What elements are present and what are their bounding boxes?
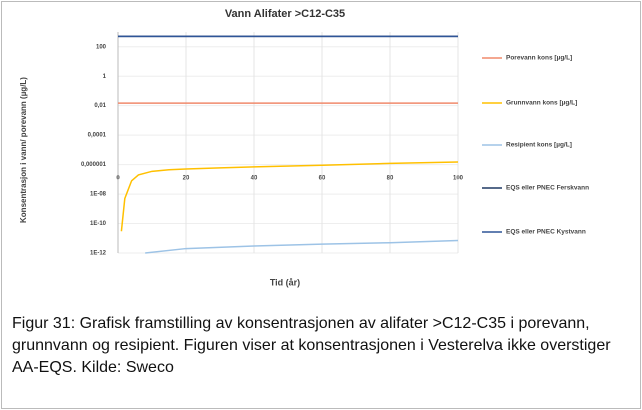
- legend-label: Grunnvann kons [µg/L]: [506, 100, 577, 107]
- legend-label: Resipient kons [µg/L]: [506, 142, 572, 149]
- y-tick-label: 1E-10: [90, 221, 107, 227]
- caption: Figur 31: Grafisk framstilling av konsen…: [12, 315, 611, 376]
- y-tick-label: 1E-12: [90, 251, 107, 257]
- y-tick-label: 1: [103, 74, 107, 80]
- y-axis-title: Konsentrasjon i vann/ porevann (µg/L): [19, 77, 28, 223]
- x-axis-title: Tid (år): [270, 277, 300, 287]
- chart: Vann Alifater >C12-C35 Tid (år) Konsentr…: [19, 8, 589, 287]
- chart-title: Vann Alifater >C12-C35: [225, 8, 345, 20]
- legend-label: Porevann kons [µg/L]: [506, 55, 572, 62]
- y-tick-label: 0,0001: [88, 133, 107, 139]
- y-tick-label: 0,01: [94, 103, 106, 109]
- legend-label: EQS eller PNEC Kystvann: [506, 229, 586, 236]
- y-tick-label: 100: [96, 44, 107, 50]
- legend-label: EQS eller PNEC Ferskvann: [506, 185, 589, 192]
- y-tick-label: 0,000001: [81, 162, 107, 168]
- series-line: [120, 161, 459, 232]
- y-tick-label: 1E-08: [90, 192, 107, 198]
- series-line: [145, 239, 459, 254]
